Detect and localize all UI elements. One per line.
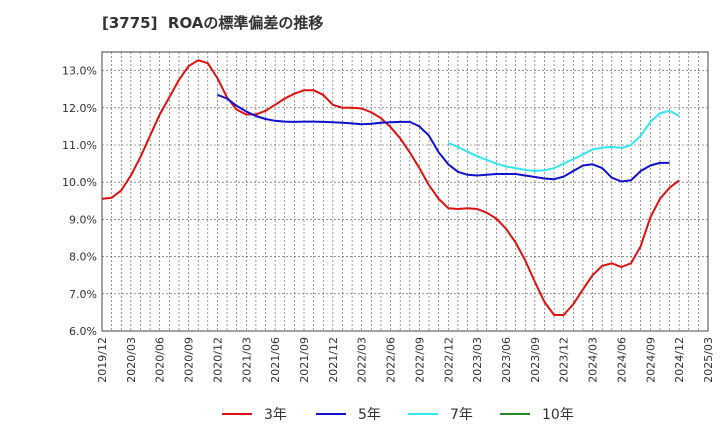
chart-title: [3775] ROAの標準偏差の推移 — [102, 14, 324, 32]
y-tick-label: 8.0% — [69, 251, 97, 264]
series-line — [447, 109, 680, 172]
x-tick-label: 2024/03 — [587, 337, 600, 383]
y-tick-label: 7.0% — [69, 288, 97, 301]
x-tick-label: 2020/03 — [125, 337, 138, 383]
x-tick-label: 2021/12 — [327, 337, 340, 383]
x-tick-label: 2019/12 — [96, 337, 109, 383]
x-tick-label: 2024/06 — [615, 337, 628, 383]
x-tick-label: 2021/03 — [240, 337, 253, 383]
legend-label: 5年 — [358, 407, 381, 423]
legend-label: 7年 — [450, 407, 473, 423]
plot-area — [101, 51, 709, 332]
x-tick-label: 2020/09 — [183, 337, 196, 383]
x-tick-label: 2023/06 — [500, 337, 513, 383]
x-tick-label: 2025/03 — [702, 337, 715, 383]
x-tick-label: 2023/03 — [471, 337, 484, 383]
x-tick-label: 2022/12 — [442, 337, 455, 383]
x-tick-label: 2024/09 — [644, 337, 657, 383]
x-tick-label: 2020/12 — [211, 337, 224, 383]
x-tick-label: 2022/06 — [385, 337, 398, 383]
legend-label: 10年 — [542, 407, 574, 423]
y-tick-label: 9.0% — [69, 213, 97, 226]
series-line — [217, 93, 670, 183]
x-tick-label: 2022/09 — [413, 337, 426, 383]
y-tick-label: 12.0% — [62, 102, 97, 115]
series-line — [101, 59, 680, 316]
legend-label: 3年 — [264, 407, 287, 423]
x-tick-label: 2022/03 — [356, 337, 369, 383]
y-tick-label: 11.0% — [62, 139, 97, 152]
x-tick-label: 2023/12 — [558, 337, 571, 383]
y-tick-label: 6.0% — [69, 325, 97, 338]
x-tick-label: 2021/06 — [269, 337, 282, 383]
x-tick-label: 2024/12 — [673, 337, 686, 383]
y-tick-label: 13.0% — [62, 65, 97, 78]
x-tick-label: 2020/06 — [154, 337, 167, 383]
x-tick-label: 2021/09 — [298, 337, 311, 383]
x-tick-label: 2023/09 — [529, 337, 542, 383]
y-tick-label: 10.0% — [62, 176, 97, 189]
